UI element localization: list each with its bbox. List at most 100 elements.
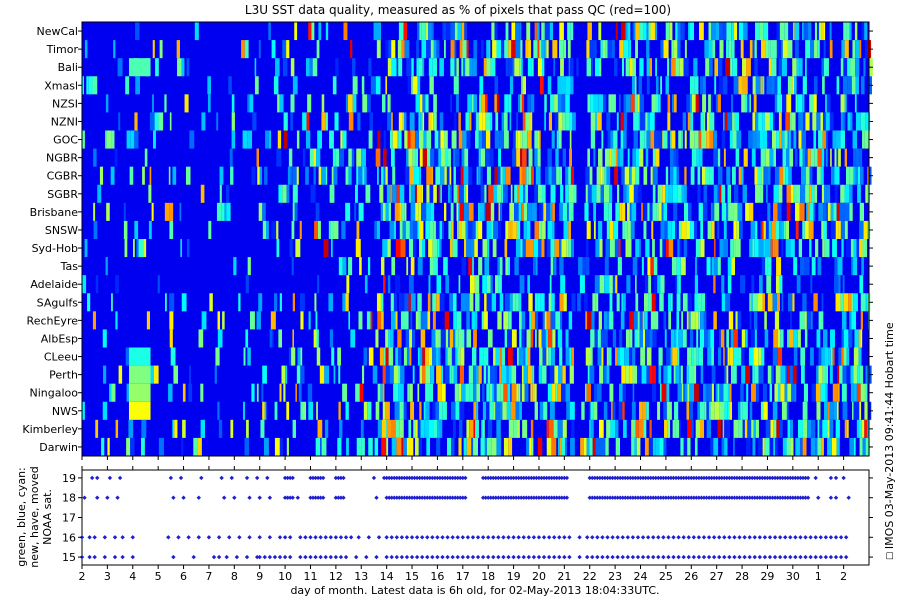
heat-cell <box>683 437 688 456</box>
heat-cell <box>859 275 864 294</box>
heat-cell <box>296 365 301 384</box>
heat-cell <box>381 166 384 185</box>
heat-cell <box>558 365 563 384</box>
heat-cell <box>650 22 655 41</box>
satellite-point <box>343 535 349 540</box>
heat-cell <box>149 112 155 131</box>
heat-cell <box>622 401 625 420</box>
heat-cell <box>797 329 801 348</box>
heat-cell <box>698 202 703 221</box>
satellite-point <box>640 495 646 500</box>
heat-cell <box>826 202 828 221</box>
satellite-point <box>552 535 557 540</box>
heat-cell <box>843 22 847 41</box>
heat-cell <box>560 275 566 294</box>
heat-cell <box>682 293 688 312</box>
heat-cell <box>667 58 669 77</box>
heat-cell <box>769 437 774 456</box>
heat-cell <box>627 239 632 258</box>
heat-cell <box>92 311 97 330</box>
heat-cell <box>733 22 738 41</box>
satellite-point <box>374 554 379 560</box>
heat-cell <box>732 130 737 149</box>
heat-cell <box>409 437 414 456</box>
heat-cell <box>99 166 104 185</box>
satellite-point <box>640 535 646 540</box>
satellite-point <box>633 495 638 500</box>
heat-cell <box>367 257 371 276</box>
copyright-mark: ☐ <box>886 549 896 560</box>
heat-cell <box>649 202 653 221</box>
heat-cell <box>681 184 684 203</box>
heat-cell <box>231 130 236 149</box>
region-label: NZSI <box>52 97 78 110</box>
heat-cell <box>675 58 680 77</box>
heat-cell <box>813 130 817 149</box>
satellite-point <box>747 535 752 540</box>
satellite-point <box>516 475 521 481</box>
heat-cell <box>724 437 728 456</box>
heat-cell <box>549 401 555 420</box>
heat-cell <box>512 293 516 312</box>
heat-cell <box>713 130 717 149</box>
heat-cell <box>148 184 152 203</box>
satellite-point <box>724 475 730 481</box>
heat-cell <box>600 437 606 456</box>
heat-cell <box>340 130 343 149</box>
heat-cell <box>172 419 175 438</box>
heat-cell <box>134 220 139 239</box>
heat-cell <box>463 58 466 77</box>
heat-cell <box>461 220 466 239</box>
heat-cell <box>504 329 508 348</box>
satellite-point <box>95 475 100 481</box>
heat-cell <box>291 257 294 276</box>
satellite-point <box>430 495 435 500</box>
heat-cell <box>615 22 618 41</box>
heat-cell <box>266 220 269 239</box>
satellite-point <box>595 554 600 560</box>
heat-cell <box>625 329 630 348</box>
heat-cell <box>646 22 649 41</box>
heat-cell <box>802 437 807 456</box>
heat-cell <box>415 148 419 167</box>
heat-cell <box>658 94 661 113</box>
heat-cell <box>455 401 460 420</box>
heat-cell <box>398 130 402 149</box>
heat-cell <box>484 437 487 456</box>
satellite-point <box>620 475 625 481</box>
heat-cell <box>379 347 384 366</box>
satellite-point <box>485 475 491 481</box>
satellite-point <box>605 535 610 540</box>
heat-cell <box>82 275 87 294</box>
heat-cell <box>733 419 739 438</box>
x-tick-label: 12 <box>329 570 343 583</box>
heat-cell <box>418 311 421 330</box>
heat-cell <box>766 184 768 203</box>
heat-cell <box>552 202 555 221</box>
satellite-point <box>783 554 788 560</box>
heat-cell <box>760 184 764 203</box>
satellite-point <box>257 495 262 500</box>
heat-cell <box>449 166 452 185</box>
heat-cell <box>522 239 526 258</box>
satellite-point <box>506 554 511 560</box>
heat-cell <box>505 58 509 77</box>
heat-cell <box>677 40 681 59</box>
heat-cell <box>317 130 322 149</box>
heat-cell <box>408 148 413 167</box>
heat-cell <box>704 401 707 420</box>
satellite-point <box>394 475 399 481</box>
heat-cell <box>429 184 434 203</box>
heat-cell <box>827 419 830 438</box>
satellite-point <box>557 475 562 481</box>
satellite-point <box>600 535 605 540</box>
scatter-y-label: green, blue, cyan: new, have, moved NOAA s… <box>15 466 54 567</box>
heat-cell <box>491 293 497 312</box>
satellite-point <box>833 475 839 481</box>
heat-cell <box>839 365 843 384</box>
satellite-point <box>546 495 552 500</box>
satellite-point <box>729 495 735 500</box>
heat-cell <box>444 365 450 384</box>
heat-cell <box>565 166 569 185</box>
heat-cell <box>181 293 187 312</box>
